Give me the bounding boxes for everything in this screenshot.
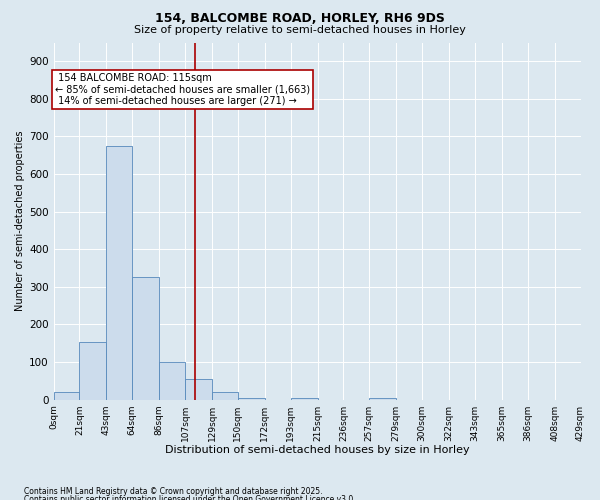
- Bar: [79, 342, 106, 400]
- Bar: [369, 398, 396, 400]
- Y-axis label: Number of semi-detached properties: Number of semi-detached properties: [15, 131, 25, 312]
- Bar: [106, 146, 132, 400]
- Text: Contains public sector information licensed under the Open Government Licence v3: Contains public sector information licen…: [24, 495, 356, 500]
- Bar: [238, 398, 265, 400]
- Text: Size of property relative to semi-detached houses in Horley: Size of property relative to semi-detach…: [134, 25, 466, 35]
- Bar: [53, 392, 79, 400]
- Bar: [132, 278, 159, 400]
- Bar: [290, 398, 317, 400]
- Bar: [185, 379, 212, 400]
- Bar: [212, 392, 238, 400]
- Text: 154, BALCOMBE ROAD, HORLEY, RH6 9DS: 154, BALCOMBE ROAD, HORLEY, RH6 9DS: [155, 12, 445, 26]
- Text: 154 BALCOMBE ROAD: 115sqm
← 85% of semi-detached houses are smaller (1,663)
 14%: 154 BALCOMBE ROAD: 115sqm ← 85% of semi-…: [55, 72, 310, 106]
- Bar: [159, 362, 185, 400]
- X-axis label: Distribution of semi-detached houses by size in Horley: Distribution of semi-detached houses by …: [165, 445, 469, 455]
- Text: Contains HM Land Registry data © Crown copyright and database right 2025.: Contains HM Land Registry data © Crown c…: [24, 488, 323, 496]
